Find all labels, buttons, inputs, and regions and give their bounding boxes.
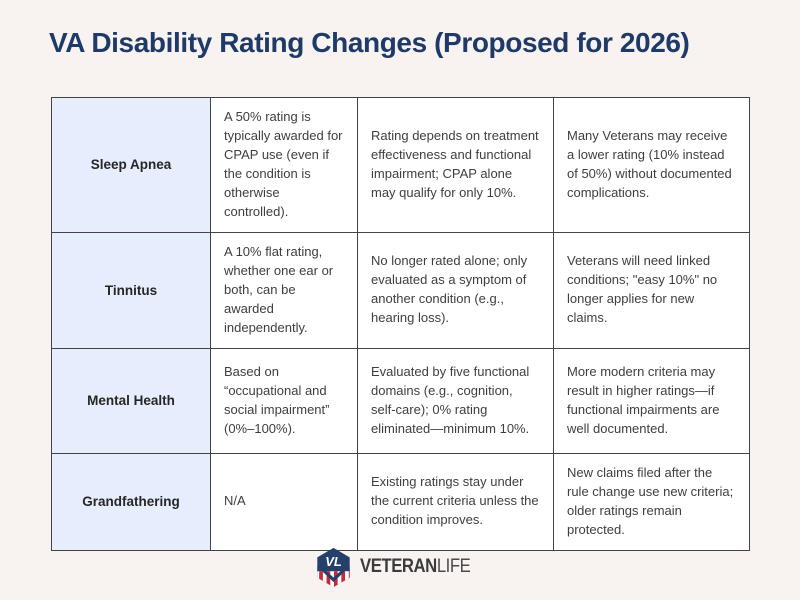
table-row-mental-health: Mental Health Based on “occupational and…	[51, 347, 750, 454]
table-cell: Rating depends on treatment effectivenes…	[357, 97, 554, 233]
table-row-sleep-apnea: Sleep Apnea A 50% rating is typically aw…	[51, 97, 750, 233]
veteranlife-shield-icon: VL	[317, 547, 350, 587]
table-cell: N/A	[210, 452, 358, 551]
table-cell: Evaluated by five functional domains (e.…	[357, 347, 554, 454]
table-cell: Based on “occupational and social impair…	[210, 347, 358, 454]
veteranlife-wordmark: VETERAN LIFE	[359, 556, 471, 578]
condition-label: Mental Health	[51, 347, 211, 454]
table-row-grandfathering: Grandfathering N/A Existing ratings stay…	[51, 452, 750, 551]
veteranlife-logo: VL VETERAN LIFE	[0, 545, 800, 589]
page-title: VA Disability Rating Changes (Proposed f…	[49, 27, 690, 58]
wordmark-veteran: VETERAN	[359, 556, 437, 577]
table-cell: More modern criteria may result in highe…	[553, 347, 750, 454]
table-cell: Veterans will need linked conditions; "e…	[553, 231, 750, 349]
table-cell: A 50% rating is typically awarded for CP…	[210, 97, 358, 233]
rating-changes-table: Sleep Apnea A 50% rating is typically aw…	[51, 97, 750, 551]
condition-label: Tinnitus	[51, 231, 211, 349]
table-cell: Existing ratings stay under the current …	[357, 452, 554, 551]
table-row-tinnitus: Tinnitus A 10% flat rating, whether one …	[51, 231, 750, 349]
table-cell: Many Veterans may receive a lower rating…	[553, 97, 750, 233]
table-cell: New claims filed after the rule change u…	[553, 452, 750, 551]
table-cell: A 10% flat rating, whether one ear or bo…	[210, 231, 358, 349]
shield-monogram: VL	[325, 554, 342, 569]
wordmark-life: LIFE	[436, 556, 471, 577]
condition-label: Sleep Apnea	[51, 97, 211, 233]
table-cell: No longer rated alone; only evaluated as…	[357, 231, 554, 349]
condition-label: Grandfathering	[51, 452, 211, 551]
